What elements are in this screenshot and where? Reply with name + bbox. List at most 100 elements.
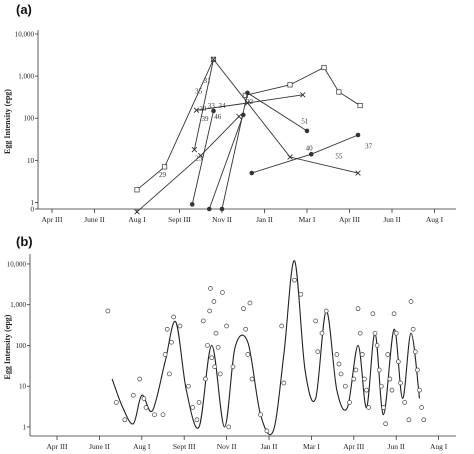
y-tick-label: 10,000 (15, 31, 35, 39)
data-point (230, 364, 236, 370)
data-point (122, 417, 128, 423)
x-tick-label: Jun II (388, 442, 406, 451)
data-point (164, 326, 170, 332)
data-point (241, 306, 246, 312)
data-point (209, 355, 215, 361)
data-point (279, 323, 285, 329)
y-tick-label: 1,000 (10, 301, 26, 309)
data-marker-dot (355, 132, 361, 138)
x-tick-label: Nov II (212, 215, 232, 224)
data-marker-square (336, 89, 342, 95)
annotation-label: 31 (204, 77, 212, 85)
y-tick-label: 1,000 (18, 73, 34, 81)
data-point (372, 330, 378, 336)
x-tick-label: Sept III (173, 442, 196, 451)
y-axis-label: Egg Intensity (epg) (3, 89, 12, 154)
x-tick-label: Jan II (261, 442, 278, 451)
data-point (249, 376, 255, 382)
data-point (359, 352, 365, 357)
data-point (336, 361, 342, 367)
data-point (389, 387, 395, 393)
series-line (136, 116, 240, 213)
data-point (281, 380, 287, 386)
data-marker-x (198, 152, 204, 159)
panel-label: (b) (16, 234, 33, 249)
x-tick-label: June II (89, 442, 110, 451)
data-point (137, 376, 143, 382)
data-point (114, 400, 119, 405)
annotation-label: 51 (301, 118, 309, 126)
data-marker-square (162, 164, 168, 170)
data-point (203, 376, 208, 382)
data-point (212, 364, 218, 370)
data-point (364, 387, 369, 393)
data-marker-x (355, 170, 361, 176)
x-tick-label: Aug I (430, 442, 448, 451)
panel-b: (b) Egg Intensity (epg) 1 10 100 1,000 10,000 A… (3, 234, 456, 451)
x-tick-label: Apr III (41, 215, 63, 224)
data-point (247, 300, 253, 306)
x-tick-label: Mar I (299, 215, 316, 224)
data-point (353, 367, 359, 373)
data-point (319, 330, 325, 336)
data-point (406, 417, 412, 423)
y-tick-label: 100 (24, 115, 35, 123)
data-point (264, 428, 270, 434)
data-point (215, 344, 221, 350)
annotation-label: 55 (335, 153, 343, 161)
data-point (315, 349, 321, 355)
x-tick-label: Nov II (217, 442, 237, 451)
data-point (105, 308, 111, 314)
data-marker-dot (211, 108, 216, 114)
data-point (200, 318, 206, 324)
y-tick-label: 0 (31, 206, 35, 214)
data-point (190, 405, 196, 410)
y-tick-label: 100 (16, 342, 27, 350)
data-point (387, 376, 393, 382)
data-point (196, 400, 202, 405)
annotation-label: 34 (219, 102, 227, 110)
annotation-label: 22 (246, 98, 254, 106)
x-tick-label: Aug I (426, 215, 444, 224)
data-marker-x (236, 113, 242, 120)
data-marker-dot (308, 151, 314, 157)
annotation-label: 35 (195, 87, 203, 95)
data-point (217, 371, 223, 377)
data-point (408, 299, 414, 304)
annotation-label: 39 (202, 115, 210, 123)
series-line (136, 59, 214, 191)
series-line (221, 92, 308, 210)
data-point (342, 383, 348, 389)
data-point (160, 412, 166, 418)
data-point (351, 376, 357, 382)
series-line (208, 114, 244, 210)
x-tick-label: Aug I (128, 215, 146, 224)
data-point (395, 359, 401, 365)
data-marker-dot (304, 128, 310, 134)
data-point (258, 412, 263, 418)
data-marker-x (210, 56, 217, 63)
data-point (186, 383, 191, 389)
data-point (167, 371, 172, 377)
y-tick-label: 10 (19, 383, 27, 391)
data-point (162, 352, 168, 357)
data-point (130, 392, 136, 398)
y-tick-label: 10,000 (7, 260, 27, 268)
data-point (370, 311, 376, 317)
data-marker-x (287, 154, 293, 160)
panel-label: (a) (16, 2, 32, 17)
x-tick-label: Sept III (168, 215, 191, 224)
data-point (391, 311, 397, 317)
data-point (292, 277, 297, 283)
trend-curve (111, 260, 421, 436)
y-tick-label: 1 (31, 199, 35, 207)
data-point (376, 367, 382, 373)
data-point (208, 286, 213, 291)
data-marker-x (191, 146, 198, 153)
series-line (193, 58, 359, 174)
data-point (194, 417, 200, 423)
data-marker-square (321, 64, 327, 71)
annotation-label: 40 (306, 145, 314, 153)
y-axis-label: Egg Intensity (epg) (3, 314, 12, 379)
